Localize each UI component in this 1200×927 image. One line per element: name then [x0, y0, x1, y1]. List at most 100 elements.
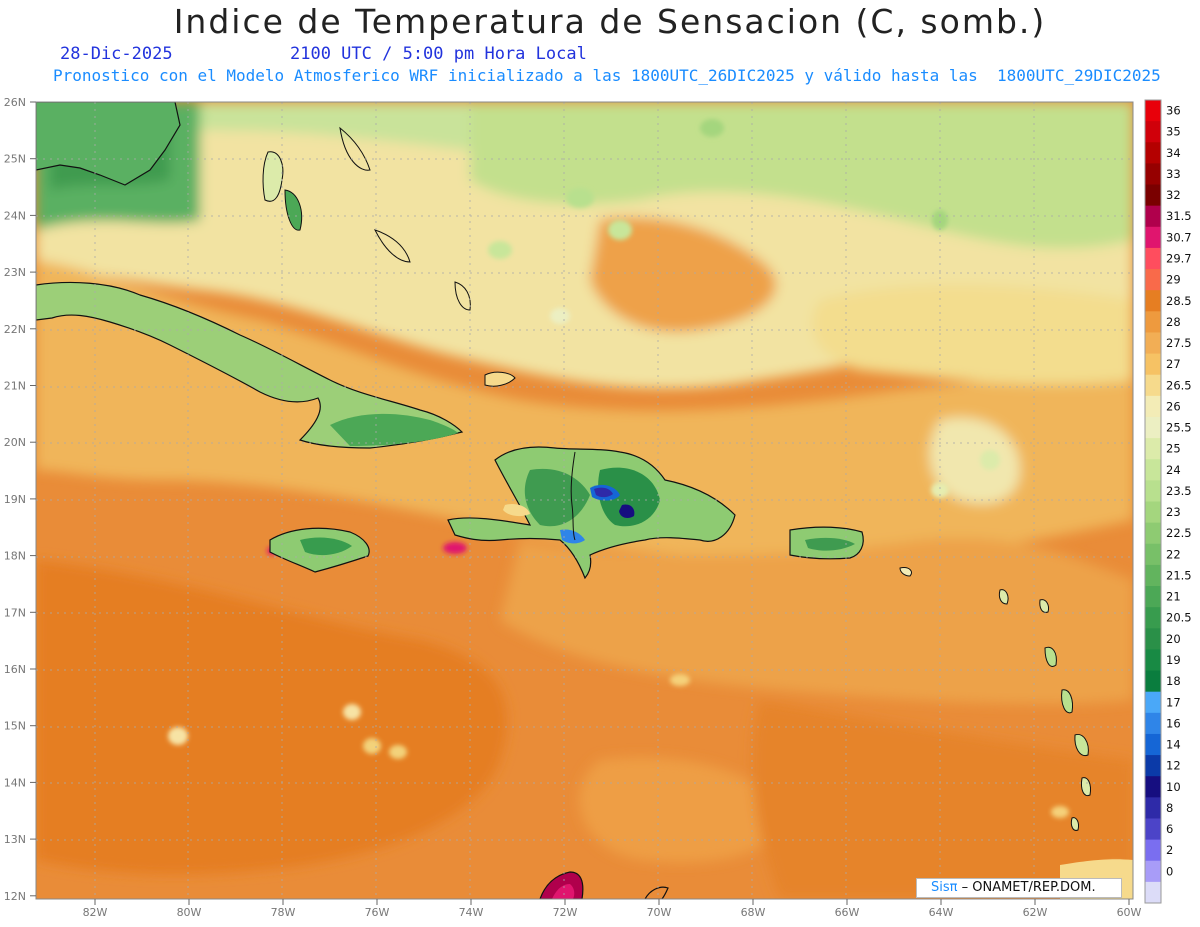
legend-swatch	[1145, 670, 1161, 693]
latitude-axis: 26N 25N 24N 23N 22N 21N 20N 19N 18N 17N 16N 15N 14N 1…	[4, 96, 36, 903]
legend-swatch	[1145, 205, 1161, 228]
legend-swatch	[1145, 586, 1161, 608]
legend-label: 23.5	[1166, 484, 1192, 498]
lat-label: 21N	[4, 380, 26, 393]
legend-swatch	[1145, 459, 1161, 481]
legend-label: 16	[1166, 716, 1181, 730]
legend-label: 31.5	[1166, 209, 1192, 223]
legend-label: 26.5	[1166, 378, 1192, 392]
legend-swatch	[1145, 374, 1161, 397]
lat-label: 26N	[4, 96, 26, 109]
forecast-time: 2100 UTC / 5:00 pm Hora Local	[290, 44, 587, 64]
legend-swatch	[1145, 881, 1161, 904]
legend-label: 34	[1166, 146, 1181, 160]
legend-label: 19	[1166, 653, 1181, 667]
lat-label: 22N	[4, 323, 26, 336]
legend-swatch	[1145, 797, 1161, 819]
lon-label: 80W	[177, 906, 202, 919]
legend-swatch	[1145, 121, 1161, 143]
lat-label: 15N	[4, 720, 26, 733]
legend-swatch	[1145, 712, 1161, 735]
legend-swatch	[1145, 628, 1161, 650]
legend-label: 8	[1166, 801, 1173, 815]
legend-label: 14	[1166, 738, 1181, 752]
legend-swatch	[1145, 480, 1161, 502]
legend-swatch	[1145, 184, 1161, 207]
legend-label: 22.5	[1166, 526, 1192, 540]
lat-label: 16N	[4, 663, 26, 676]
legend-label: 27.5	[1166, 336, 1192, 350]
legend-label: 20	[1166, 632, 1181, 646]
legend-label: 25	[1166, 442, 1181, 456]
legend-label: 2	[1166, 843, 1173, 857]
lon-label: 76W	[365, 906, 390, 919]
legend-label: 20.5	[1166, 611, 1192, 625]
legend-label: 28.5	[1166, 294, 1192, 308]
legend-swatch	[1145, 290, 1161, 312]
legend-swatch	[1145, 353, 1161, 376]
legend-swatch	[1145, 733, 1161, 756]
sispi-logo: Sisπ	[931, 880, 958, 895]
color-legend: 363534333231.530.729.72928.52827.52726.5…	[1144, 99, 1192, 904]
legend-label: 17	[1166, 695, 1181, 709]
credit-text: – ONAMET/REP.DOM.	[961, 880, 1096, 895]
lon-label: 60W	[1117, 906, 1142, 919]
legend-swatch	[1145, 226, 1161, 249]
lat-label: 18N	[4, 550, 26, 563]
legend-label: 6	[1166, 822, 1173, 836]
lon-label: 74W	[459, 906, 484, 919]
legend-label: 21.5	[1166, 568, 1192, 582]
lat-label: 13N	[4, 833, 26, 846]
legend-label: 29.7	[1166, 251, 1192, 265]
legend-swatch	[1145, 269, 1161, 291]
legend-label: 29	[1166, 273, 1181, 287]
credit-box: Sisπ – ONAMET/REP.DOM.	[916, 878, 1122, 898]
legend-label: 27	[1166, 357, 1181, 371]
lon-label: 82W	[83, 906, 108, 919]
legend-swatch	[1145, 543, 1161, 566]
map-grid	[36, 102, 1133, 899]
legend-swatch	[1145, 438, 1161, 460]
legend-swatch	[1145, 755, 1161, 777]
lat-label: 25N	[4, 153, 26, 166]
legend-label: 25.5	[1166, 421, 1192, 435]
lat-label: 14N	[4, 776, 26, 789]
legend-label: 23	[1166, 505, 1181, 519]
legend-label: 10	[1166, 780, 1181, 794]
legend-swatch	[1145, 860, 1161, 883]
forecast-date: 28-Dic-2025	[60, 44, 173, 64]
lon-label: 68W	[741, 906, 766, 919]
legend-swatch	[1145, 247, 1161, 270]
legend-label: 28	[1166, 315, 1181, 329]
legend-swatch	[1145, 100, 1161, 122]
legend-swatch	[1145, 607, 1161, 629]
legend-swatch	[1145, 649, 1161, 672]
legend-swatch	[1145, 416, 1161, 439]
lat-label: 23N	[4, 266, 26, 279]
lon-label: 66W	[835, 906, 860, 919]
legend-label: 0	[1166, 864, 1173, 878]
lon-label: 72W	[553, 906, 578, 919]
legend-swatch	[1145, 691, 1161, 714]
legend-swatch	[1145, 839, 1161, 862]
lon-label: 62W	[1023, 906, 1048, 919]
legend-swatch	[1145, 163, 1161, 186]
lon-label: 64W	[929, 906, 954, 919]
model-description: Pronostico con el Modelo Atmosferico WRF…	[53, 66, 1161, 85]
lat-label: 24N	[4, 209, 26, 222]
land-masses	[36, 102, 1133, 899]
lat-label: 12N	[4, 890, 26, 903]
lat-label: 19N	[4, 493, 26, 506]
legend-label: 30.7	[1166, 230, 1192, 244]
longitude-axis: 82W 80W 78W 76W 74W 72W 70W 68W 66W 64W 62W 60W	[83, 899, 1142, 919]
legend-swatch	[1145, 501, 1161, 524]
lat-label: 20N	[4, 436, 26, 449]
temperature-field	[36, 102, 1133, 899]
legend-label: 24	[1166, 463, 1181, 477]
lat-label: 17N	[4, 606, 26, 619]
legend-swatch	[1145, 142, 1161, 164]
legend-swatch	[1145, 776, 1161, 798]
map-frame	[35, 101, 1134, 900]
legend-label: 36	[1166, 104, 1181, 118]
legend-swatch	[1145, 311, 1161, 333]
